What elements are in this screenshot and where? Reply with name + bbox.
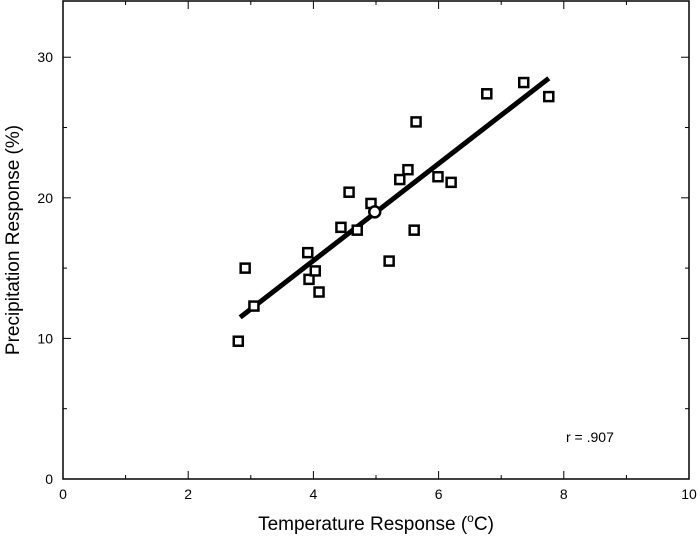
data-point — [543, 90, 555, 103]
data-point — [343, 186, 355, 198]
data-point — [432, 170, 444, 183]
regression-line — [238, 76, 551, 320]
data-point — [394, 173, 406, 186]
data-point — [383, 255, 395, 267]
data-point — [239, 262, 251, 274]
data-point — [232, 335, 245, 347]
data-point — [351, 224, 363, 236]
data-point — [309, 265, 322, 277]
data-point — [313, 286, 325, 298]
y-tick-label: 30 — [37, 49, 53, 65]
x-tick-label: 2 — [184, 486, 192, 502]
x-tick-label: 0 — [59, 486, 67, 502]
data-point — [410, 116, 422, 128]
data-point — [402, 163, 414, 176]
data-point — [302, 246, 314, 259]
x-tick-label: 4 — [310, 486, 318, 502]
x-tick-label: 8 — [560, 486, 568, 502]
data-point — [408, 224, 420, 236]
y-axis-label: Precipitation Response (%) — [3, 125, 24, 355]
x-tick-label: 10 — [681, 486, 697, 502]
data-point — [303, 273, 315, 286]
data-point — [445, 176, 457, 189]
y-tick-label: 0 — [45, 471, 53, 487]
x-tick-label: 6 — [435, 486, 443, 502]
y-tick-label: 10 — [37, 330, 53, 346]
plot-frame — [62, 0, 690, 480]
data-point — [481, 88, 493, 100]
r-annotation: r = .907 — [566, 429, 614, 445]
data-point — [335, 221, 347, 234]
y-tick-label: 20 — [37, 190, 53, 206]
data-point — [248, 300, 260, 312]
x-axis-label: Temperature Response (oC) — [258, 511, 494, 535]
data-point — [517, 76, 530, 89]
mean-point — [367, 205, 382, 219]
